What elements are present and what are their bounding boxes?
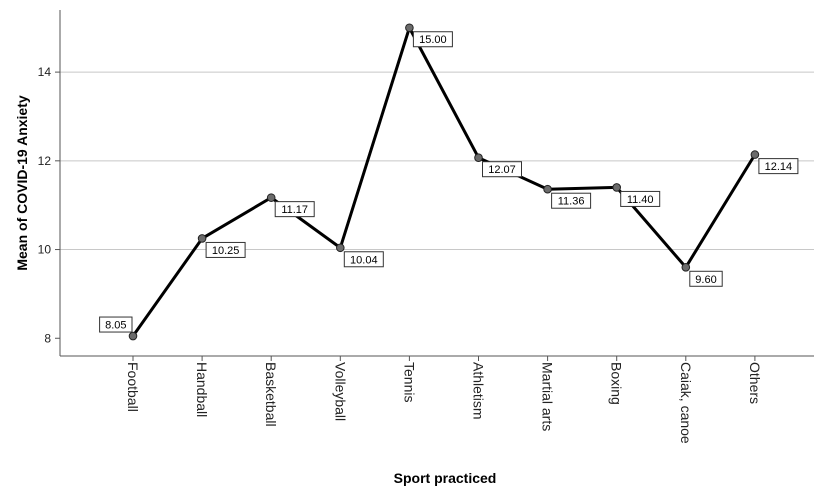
x-tick-label: Basketball [263,362,279,427]
data-point [750,150,760,159]
y-axis-title: Mean of COVID-19 Anxiety [14,95,30,271]
data-label-box [482,161,522,178]
data-point [197,234,207,243]
x-tick-label: Boxing [609,362,625,405]
series-line-group [128,23,760,341]
data-label-box [620,190,661,207]
data-point [336,243,345,253]
grid-lines [60,71,814,251]
y-tick-label: 12 [38,154,52,168]
data-point [543,184,552,194]
x-tick-label: Tennis [401,362,417,402]
data-label: 10.04 [350,254,378,266]
data-label: 12.14 [765,161,793,173]
data-point [474,153,483,163]
x-tick-label: Football [125,362,141,412]
data-label-box [274,201,315,218]
x-ticks: Football Handball Basketball Volleyball Tenn… [125,356,763,444]
x-tick-label: Volleyball [332,362,348,421]
data-label-box [758,158,799,175]
data-label: 11.40 [627,194,654,206]
data-label: 9.60 [695,274,716,286]
data-label-box [412,31,453,48]
data-label: 10.25 [212,245,240,257]
data-label: 15.00 [419,34,447,46]
data-label-box [99,316,133,333]
x-tick-label: Others [747,362,763,404]
series-line [131,26,757,337]
data-label: 11.17 [281,204,308,216]
y-tick-label: 8 [44,331,51,345]
axes [59,10,814,357]
y-tick-label: 10 [38,243,52,257]
data-label: 8.05 [105,320,126,332]
data-label: 12.07 [488,164,516,176]
data-label-box [343,251,384,268]
x-tick-label: Handball [194,362,210,417]
data-labels: 8.05 10.25 11.17 10.04 15.00 12.07 11.36 11.40 9… [99,31,799,333]
y-ticks: 8 10 12 14 [38,65,60,345]
data-label-box [205,241,246,258]
data-point [405,23,414,33]
data-point [128,331,138,341]
x-tick-label: Martial arts [540,362,556,431]
x-axis-title: Sport practiced [394,470,497,486]
y-tick-label: 14 [38,65,52,79]
data-point [612,183,622,192]
x-tick-label: Athletism [471,362,487,420]
data-label-box [551,192,592,209]
data-point [266,193,276,202]
data-point [681,262,691,272]
data-label: 11.36 [558,196,585,208]
data-label-box [689,270,723,287]
x-tick-label: Caiak, canoe [678,362,694,444]
